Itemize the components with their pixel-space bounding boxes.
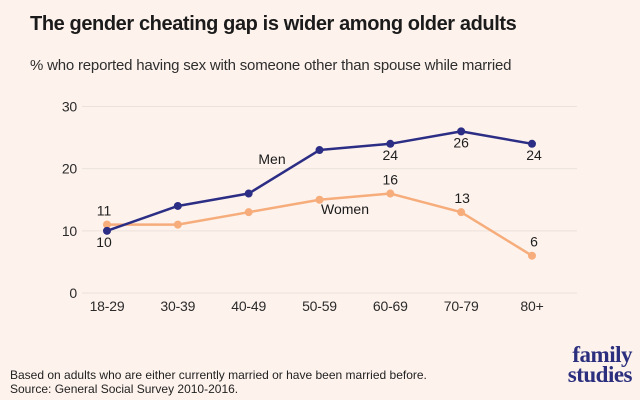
women-point	[457, 208, 466, 217]
men-point	[386, 139, 395, 148]
women-point	[527, 251, 536, 260]
x-tick-label: 30-39	[160, 298, 195, 314]
x-tick-label: 18-29	[90, 298, 125, 314]
women-value-label: 6	[530, 234, 538, 250]
footnote-source: Source: General Social Survey 2010-2016.	[10, 381, 239, 396]
chart-subtitle: % who reported having sex with someone o…	[30, 57, 512, 74]
women-point	[315, 195, 324, 204]
x-tick-label: 60-69	[373, 298, 408, 314]
women-point	[244, 208, 253, 217]
logo-word-studies: studies	[567, 362, 633, 387]
women-point	[103, 220, 111, 229]
men-point	[173, 201, 182, 210]
x-tick-label: 40-49	[231, 298, 266, 314]
men-series-label: Men	[258, 151, 285, 167]
x-tick-label: 50-59	[302, 298, 337, 314]
chart-title: The gender cheating gap is wider among o…	[30, 13, 517, 35]
y-tick-label: 10	[62, 223, 78, 239]
men-value-label: 24	[383, 147, 399, 163]
men-point	[103, 226, 111, 235]
y-tick-label: 30	[62, 99, 78, 115]
footnote-note: Based on adults who are either currently…	[10, 368, 427, 382]
family-studies-logo: family studies	[567, 342, 633, 387]
men-value-label: 24	[526, 147, 542, 163]
men-value-label: 26	[453, 134, 469, 150]
footnote: Based on adults who are either currently…	[10, 368, 427, 396]
women-series-label: Women	[321, 201, 369, 217]
men-point	[244, 189, 253, 198]
x-tick-label: 80+	[520, 298, 543, 314]
x-tick-label: 70-79	[444, 298, 479, 314]
logo-word-family: family	[572, 342, 632, 367]
women-value-label: 11	[97, 203, 112, 219]
y-tick-label: 20	[62, 161, 78, 177]
men-point	[315, 146, 324, 155]
men-value-label: 10	[96, 234, 112, 250]
women-point	[173, 220, 182, 229]
women-point	[386, 189, 395, 198]
y-tick-label: 0	[69, 285, 77, 301]
men-point	[457, 127, 466, 136]
women-value-label: 13	[454, 190, 470, 206]
men-point	[527, 139, 536, 148]
women-value-label: 16	[383, 172, 399, 188]
